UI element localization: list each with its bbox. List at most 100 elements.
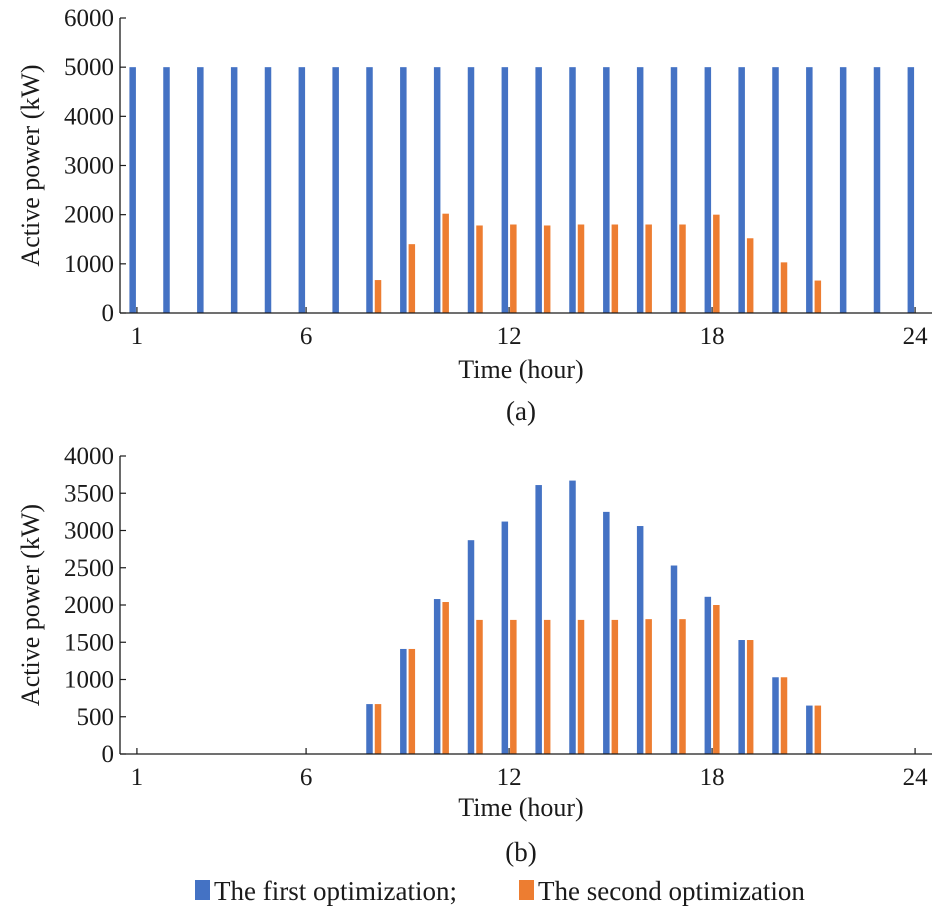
panel-b: 0 500 1000 1500 2000 2500 3000 3500 4000 1 6 12 18 24… — [16, 443, 932, 867]
y-tick-label: 4000 — [64, 443, 114, 470]
bar-second-8 — [374, 280, 382, 313]
bar-second-11 — [476, 225, 483, 313]
y-tick-label: 1500 — [64, 629, 114, 656]
bar-first-1 — [129, 67, 136, 314]
bar-first-14 — [569, 67, 576, 314]
bar-first-5 — [264, 67, 272, 314]
bar-second-9 — [408, 648, 416, 754]
y-tick-label: 2000 — [64, 202, 114, 229]
bar-first-9 — [400, 648, 407, 754]
bar-first-8 — [366, 67, 373, 314]
bar-second-15 — [611, 224, 619, 313]
x-tick-label: 12 — [497, 764, 522, 791]
panel-caption: (b) — [505, 837, 536, 867]
bar-second-13 — [543, 619, 551, 754]
legend-swatch-first — [195, 880, 210, 900]
bar-second-9 — [408, 244, 416, 313]
x-tick-label: 24 — [903, 764, 929, 791]
y-tick-label: 0 — [102, 300, 115, 327]
legend-label-second: The second optimization — [538, 876, 805, 906]
x-tick-label: 24 — [903, 323, 929, 350]
bar-first-16 — [636, 526, 644, 754]
bar-first-24 — [907, 67, 915, 314]
x-axis-title: Time (hour) — [458, 793, 583, 822]
y-tick-label: 2000 — [64, 592, 114, 619]
bar-first-23 — [873, 67, 881, 314]
x-tick-label: 6 — [300, 323, 313, 350]
x-axis-title: Time (hour) — [458, 355, 583, 384]
bar-first-16 — [636, 67, 644, 314]
bar-first-21 — [806, 67, 813, 314]
bar-first-8 — [366, 704, 373, 754]
bar-second-21 — [814, 705, 822, 754]
y-tick-label: 5000 — [64, 54, 114, 81]
bar-second-12 — [510, 619, 517, 754]
bar-second-17 — [679, 224, 686, 313]
y-tick-label: 1000 — [64, 667, 114, 694]
bar-second-14 — [577, 224, 585, 313]
bar-second-16 — [645, 224, 652, 313]
y-tick-label: 0 — [102, 741, 115, 768]
bar-first-12 — [501, 521, 509, 754]
y-axis-title: Active power (kW) — [16, 504, 45, 706]
bar-first-12 — [501, 67, 509, 314]
bar-first-11 — [467, 540, 475, 754]
bar-second-16 — [645, 619, 652, 754]
bar-second-17 — [679, 619, 686, 754]
bar-second-10 — [442, 602, 449, 754]
panel-caption: (a) — [506, 396, 536, 426]
bar-second-21 — [814, 280, 822, 313]
bar-second-10 — [442, 213, 449, 313]
bar-second-11 — [476, 619, 483, 754]
bar-second-14 — [577, 619, 585, 754]
bar-first-15 — [603, 67, 610, 314]
y-axis-title: Active power (kW) — [16, 64, 45, 266]
bar-second-20 — [780, 262, 788, 313]
y-tick-label: 3000 — [64, 518, 114, 545]
bar-first-17 — [670, 565, 678, 754]
y-tick-label: 3000 — [64, 153, 114, 180]
x-tick-label: 18 — [700, 323, 725, 350]
bar-second-18 — [713, 605, 720, 754]
bar-first-6 — [298, 67, 306, 314]
bar-second-18 — [713, 214, 720, 313]
y-tick-label: 1000 — [64, 251, 114, 278]
bar-first-2 — [163, 67, 170, 314]
bar-first-19 — [738, 640, 745, 754]
bar-second-12 — [510, 224, 517, 313]
bar-first-21 — [806, 705, 813, 754]
bar-first-10 — [433, 599, 441, 754]
x-tick-label: 6 — [300, 764, 313, 791]
bar-first-18 — [704, 67, 712, 314]
bar-second-15 — [611, 619, 619, 754]
bar-first-9 — [400, 67, 407, 314]
bar-first-7 — [332, 67, 339, 314]
y-tick-label: 2500 — [64, 555, 114, 582]
bar-second-8 — [374, 704, 382, 754]
bar-first-15 — [603, 511, 610, 754]
y-tick-label: 4000 — [64, 103, 114, 130]
bar-first-3 — [197, 67, 204, 314]
x-tick-label: 1 — [131, 323, 144, 350]
bar-first-14 — [569, 480, 576, 754]
bar-first-13 — [535, 67, 542, 314]
bar-first-10 — [433, 67, 441, 314]
y-tick-label: 6000 — [64, 5, 114, 32]
bar-first-17 — [670, 67, 678, 314]
x-tick-label: 1 — [131, 764, 144, 791]
bar-first-18 — [704, 596, 712, 754]
panel-a: 0 1000 2000 3000 4000 5000 6000 1 6 12 18 24 Active … — [16, 5, 932, 426]
legend-label-first: The first optimization; — [214, 876, 457, 906]
bar-first-22 — [839, 67, 847, 314]
bar-second-19 — [746, 238, 754, 313]
bar-first-20 — [772, 677, 779, 754]
bar-second-19 — [746, 640, 754, 754]
bar-second-20 — [780, 677, 788, 754]
bar-first-19 — [738, 67, 745, 314]
bar-first-4 — [230, 67, 238, 314]
legend-swatch-second — [519, 880, 534, 900]
bar-first-20 — [772, 67, 779, 314]
y-tick-label: 3500 — [64, 480, 114, 507]
legend: The first optimization; The second optim… — [195, 876, 805, 906]
